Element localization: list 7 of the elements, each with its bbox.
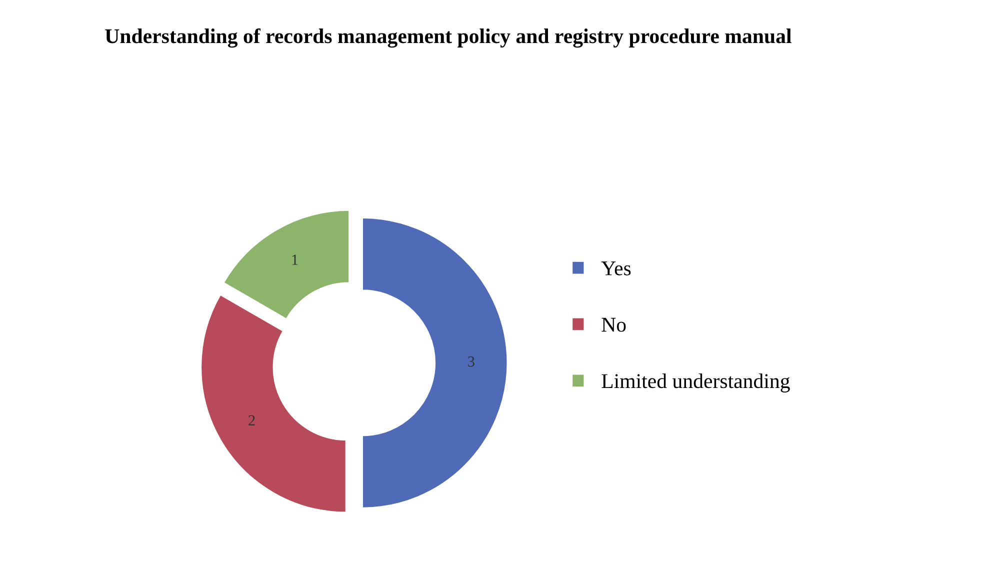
data-label: 3	[468, 356, 474, 367]
chart-title: Understanding of records management policy and registry procedure manual	[105, 28, 792, 48]
data-label: 2	[248, 415, 255, 426]
legend-label: No	[602, 318, 626, 332]
legend-label: Limited understanding	[602, 374, 790, 392]
legend-label: Yes	[601, 262, 631, 276]
data-label: 1	[292, 254, 298, 265]
